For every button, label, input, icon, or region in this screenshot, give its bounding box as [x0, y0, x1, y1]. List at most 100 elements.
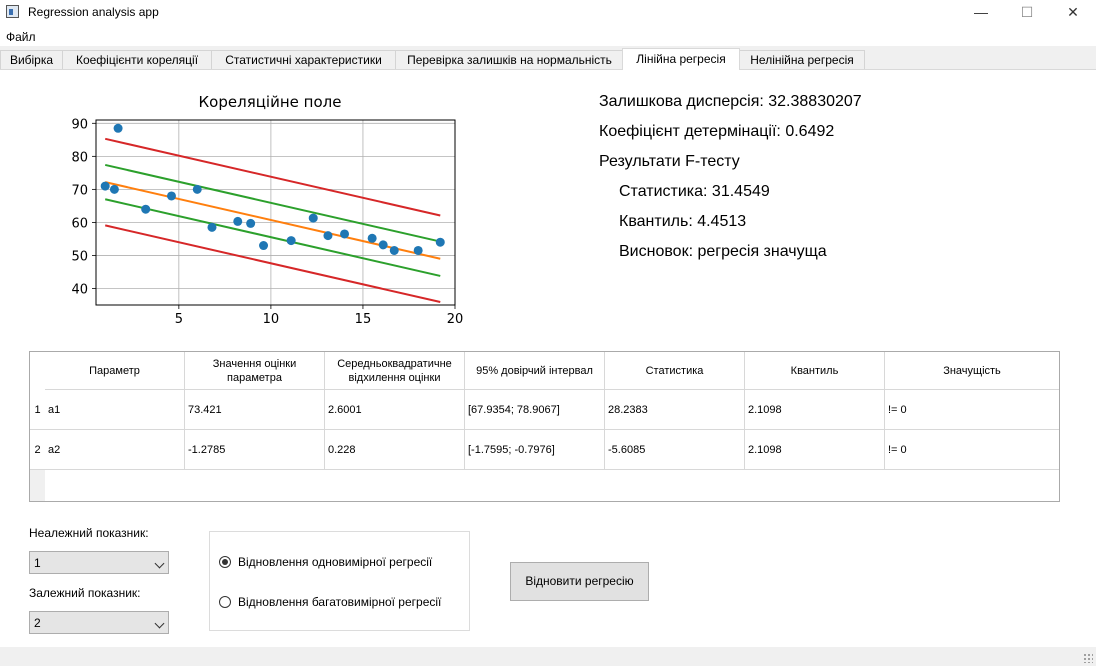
table-cell[interactable]: 28.2383 [605, 390, 745, 430]
table-cell[interactable]: 2.1098 [745, 430, 885, 470]
tab-sample[interactable]: Вибірка [0, 50, 63, 69]
data-point [141, 204, 151, 214]
app-icon [6, 5, 19, 18]
ftest-quantile: Квантиль: 4.4513 [619, 213, 747, 230]
y-tick-label: 70 [71, 183, 88, 198]
y-tick-label: 50 [71, 249, 88, 264]
regression-line [104, 181, 441, 260]
tab-correlation[interactable]: Коефіцієнти кореляції [62, 50, 212, 69]
data-point [435, 237, 445, 247]
column-header[interactable]: Середньоквадратичне відхилення оцінки [325, 352, 465, 390]
tab-normality[interactable]: Перевірка залишків на нормальність [395, 50, 624, 69]
table-cell[interactable]: -1.2785 [185, 430, 325, 470]
data-point [246, 218, 256, 228]
data-point [259, 241, 269, 251]
table-cell[interactable]: 2.1098 [745, 390, 885, 430]
regression-stats: Залишкова дисперсія: 32.38830207 Коефіці… [599, 92, 862, 272]
radio-multi-regression[interactable]: Відновлення багатовимірної регресії [219, 593, 441, 611]
parameters-table[interactable]: 1 2 Параметр Значення оцінки параметра С… [29, 351, 1060, 502]
status-bar [0, 647, 1096, 666]
table-cell[interactable]: 2.6001 [325, 390, 465, 430]
data-point [389, 245, 399, 255]
tab-linear-regression[interactable]: Лінійна регресія [622, 48, 740, 70]
table-cell[interactable]: 0.228 [325, 430, 465, 470]
table-cell[interactable]: a2 [45, 430, 185, 470]
column-header[interactable]: Параметр [45, 352, 185, 390]
close-button[interactable]: ✕ [1067, 4, 1079, 20]
chevron-down-icon [154, 618, 165, 629]
table-cell[interactable]: != 0 [885, 390, 1059, 430]
data-point [233, 216, 243, 226]
y-tick-label: 40 [71, 282, 88, 297]
data-point [413, 245, 423, 255]
data-point [323, 231, 333, 241]
table-cell[interactable]: != 0 [885, 430, 1059, 470]
row-number[interactable]: 2 [30, 430, 45, 470]
regression-mode-group: Відновлення одновимірної регресії Віднов… [209, 531, 470, 631]
determination-coefficient: Коефіцієнт детермінації: 0.6492 [599, 123, 835, 140]
tab-statistics[interactable]: Статистичні характеристики [211, 50, 396, 69]
correlation-field-chart: Кореляційне поле 5 10 15 20 40 50 60 70 80 90 [71, 93, 464, 327]
data-point [378, 240, 388, 250]
regression-line [104, 163, 441, 243]
x-tick-label: 10 [263, 312, 280, 327]
regression-line [104, 137, 441, 217]
data-point [192, 184, 202, 194]
row-header: 1 2 [30, 352, 45, 501]
maximize-button[interactable]: ☐ [1020, 4, 1034, 20]
dependent-variable-select[interactable]: 2 [29, 611, 169, 634]
y-tick-label: 60 [71, 216, 88, 231]
x-tick-label: 20 [447, 312, 464, 327]
column-header[interactable]: Статистика [605, 352, 745, 390]
data-point [340, 229, 350, 239]
data-point [207, 222, 217, 232]
y-tick-label: 90 [71, 117, 88, 132]
ftest-statistic: Статистика: 31.4549 [619, 183, 770, 200]
regression-line [104, 224, 441, 304]
radio-single-label: Відновлення одновимірної регресії [238, 555, 433, 569]
table-cell[interactable]: [67.9354; 78.9067] [465, 390, 605, 430]
ftest-header: Результати F-тесту [599, 153, 740, 170]
radio-multi-label: Відновлення багатовимірної регресії [238, 595, 442, 609]
residual-variance: Залишкова дисперсія: 32.38830207 [599, 93, 862, 110]
chart-title: Кореляційне поле [199, 93, 342, 111]
y-tick-label: 80 [71, 150, 88, 165]
column-header[interactable]: Значущість [885, 352, 1059, 390]
menu-file[interactable]: Файл [6, 30, 36, 44]
data-point [166, 191, 176, 201]
x-tick-label: 5 [175, 312, 183, 327]
data-point [367, 233, 377, 243]
tab-nonlinear-regression[interactable]: Нелінійна регресія [739, 50, 865, 69]
dependent-variable-label: Залежний показник: [29, 586, 141, 600]
title-bar: Regression analysis app — ☐ ✕ [0, 0, 1096, 26]
regression-line [104, 198, 441, 277]
data-point [286, 236, 296, 246]
minimize-button[interactable]: — [974, 4, 988, 20]
radio-button-single[interactable] [219, 556, 231, 568]
menu-bar: Файл [0, 26, 1096, 46]
table-cell[interactable]: -5.6085 [605, 430, 745, 470]
radio-single-regression[interactable]: Відновлення одновимірної регресії [219, 553, 432, 571]
independent-variable-select[interactable]: 1 [29, 551, 169, 574]
ftest-conclusion: Висновок: регресія значуща [619, 243, 827, 260]
row-header-fill [30, 470, 45, 501]
resize-grip-icon[interactable] [1083, 653, 1093, 663]
data-point [113, 123, 123, 133]
column-header[interactable]: Квантиль [745, 352, 885, 390]
data-point [100, 181, 110, 191]
table-cell[interactable]: a1 [45, 390, 185, 430]
column-header[interactable]: Значення оцінки параметра [185, 352, 325, 390]
independent-variable-value: 1 [34, 556, 41, 570]
column-header[interactable]: 95% довірчий інтервал [465, 352, 605, 390]
data-point [308, 213, 318, 223]
data-point [109, 184, 119, 194]
independent-variable-label: Неалежний показник: [29, 526, 149, 540]
chevron-down-icon [154, 558, 165, 569]
table-cell[interactable]: [-1.7595; -0.7976] [465, 430, 605, 470]
row-number[interactable]: 1 [30, 390, 45, 430]
window-title: Regression analysis app [28, 5, 159, 19]
radio-button-multi[interactable] [219, 596, 231, 608]
restore-regression-button[interactable]: Відновити регресію [510, 562, 649, 601]
table-cell[interactable]: 73.421 [185, 390, 325, 430]
x-tick-label: 15 [355, 312, 372, 327]
